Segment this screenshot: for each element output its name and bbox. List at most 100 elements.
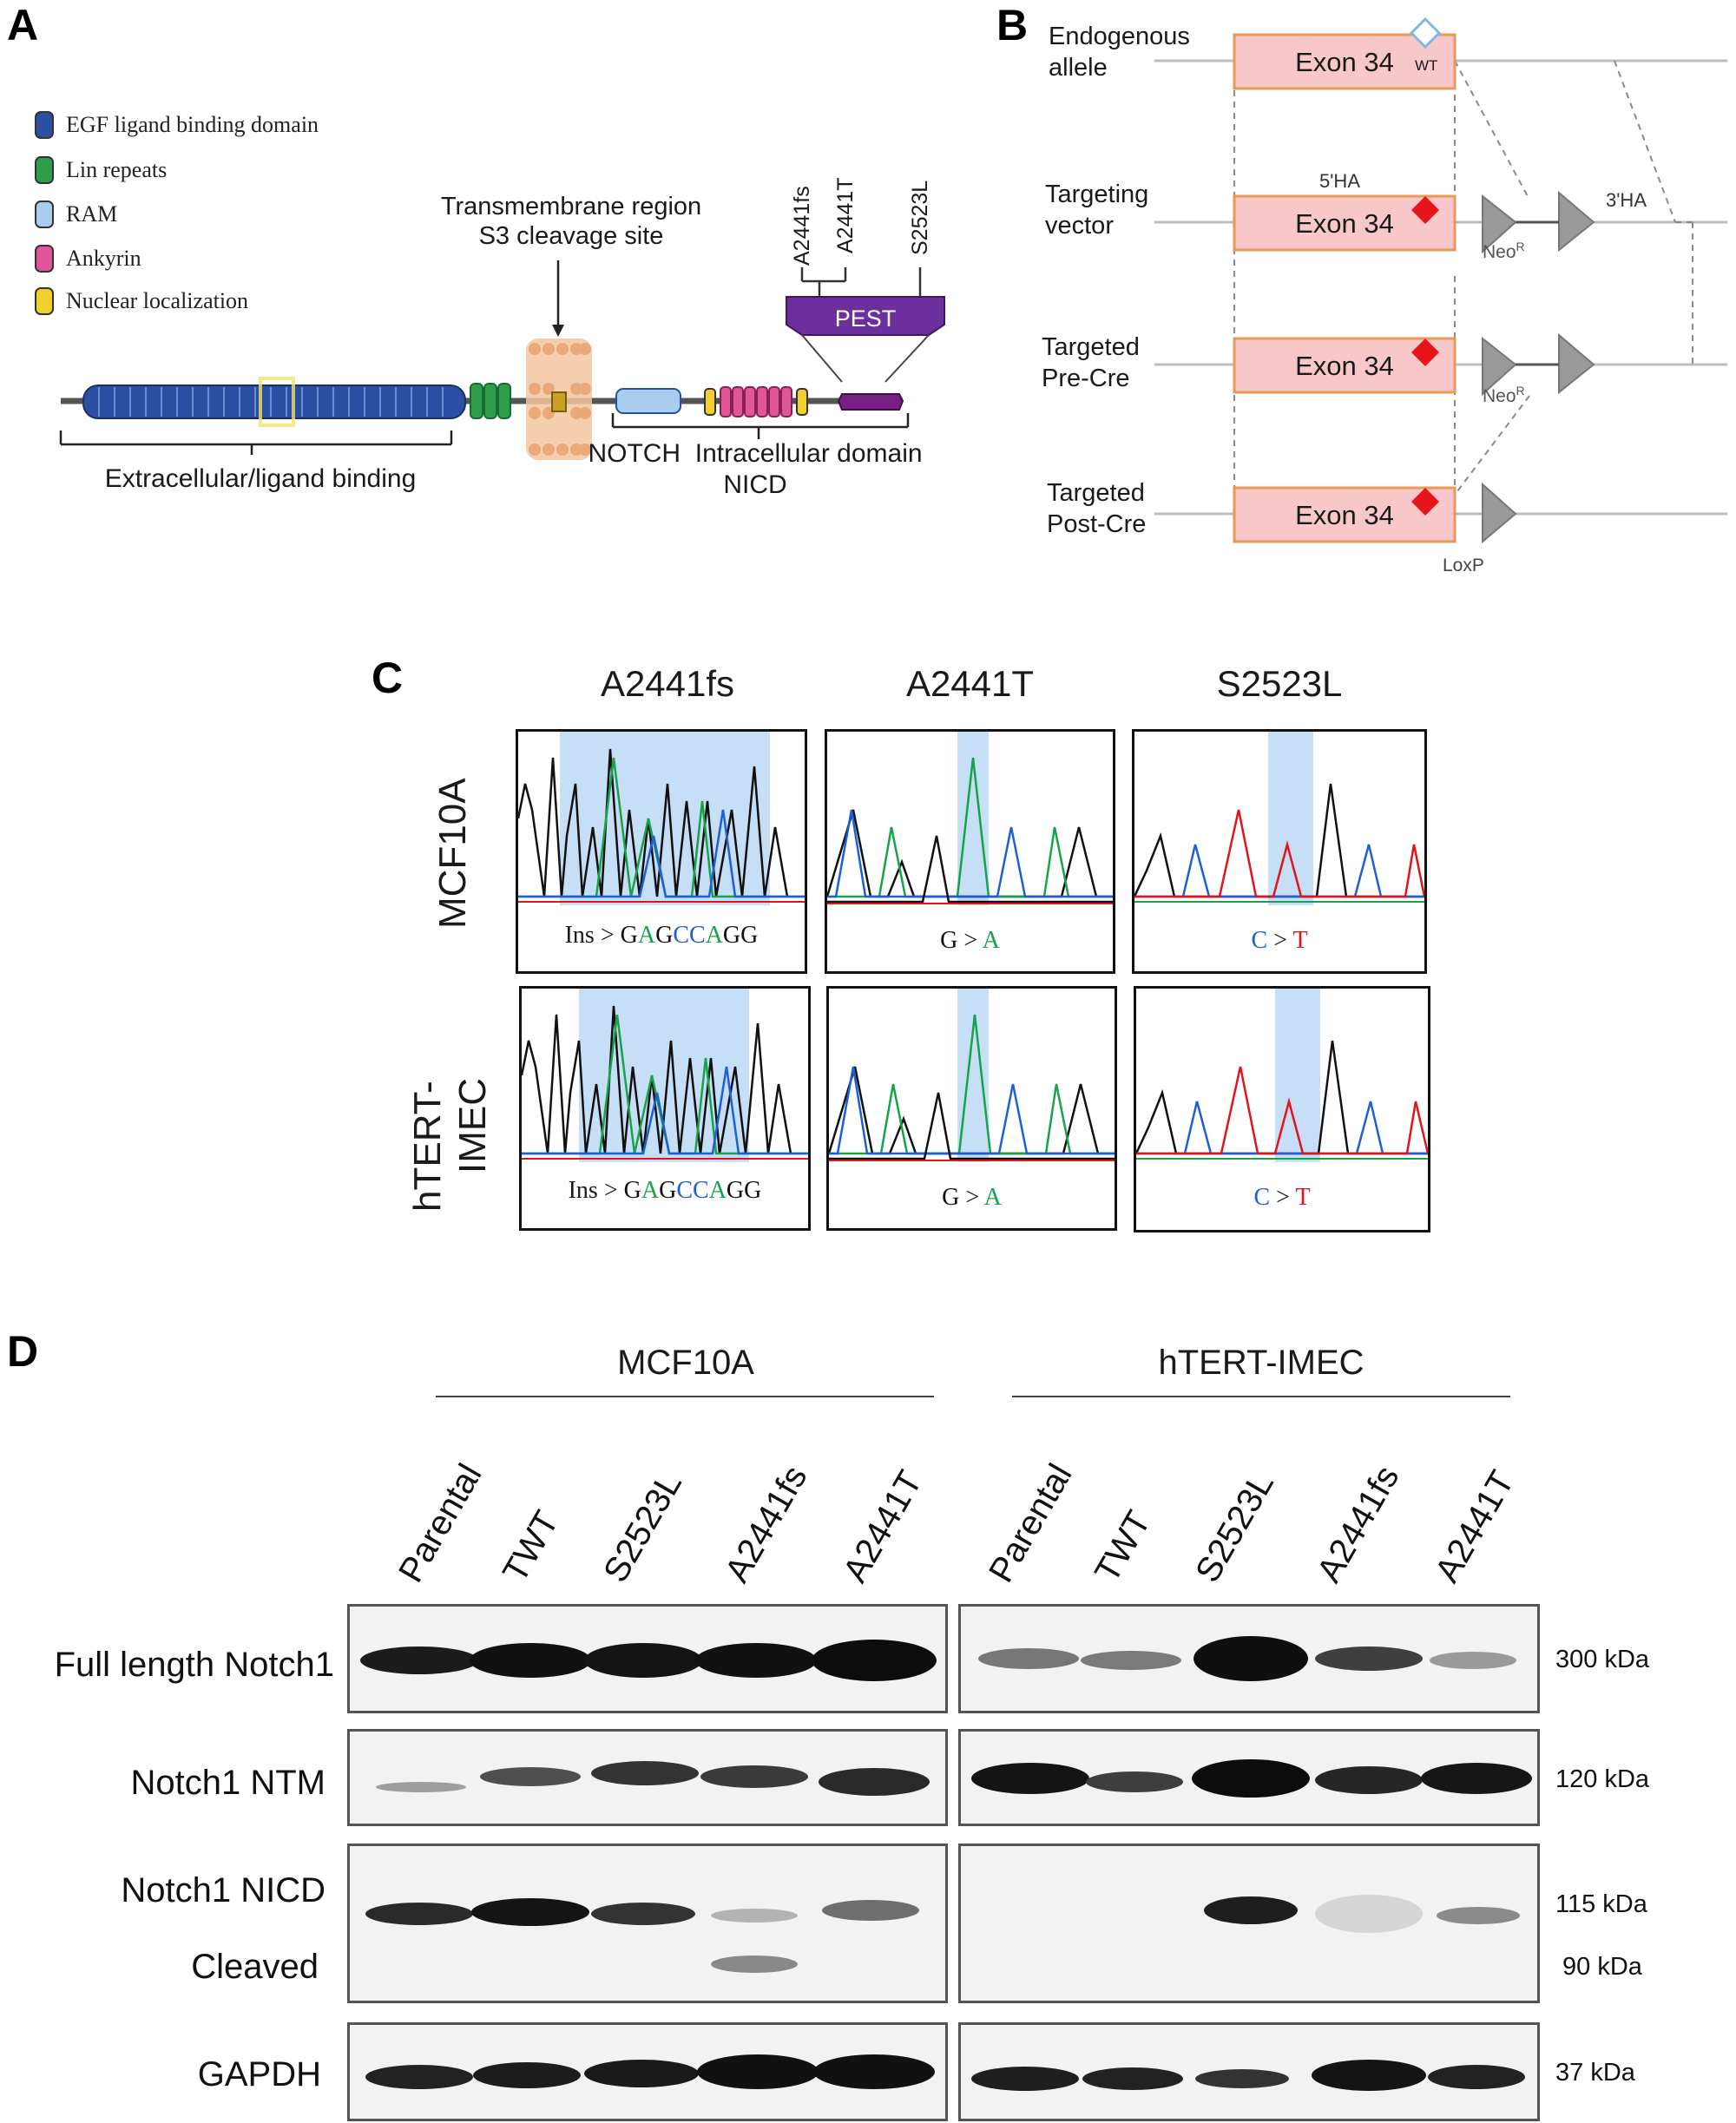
bands: [365, 1898, 919, 1973]
bands: [365, 2054, 935, 2089]
chromatogram-mcf10a-a2441t: [825, 729, 1115, 974]
nicd-label-line2: NICD: [723, 470, 787, 499]
caption-htert-s2523l: C > T: [1134, 1184, 1430, 1212]
blot-gapdh-mcf10a: [347, 2022, 948, 2121]
row-label-precre-1: Targeted: [1042, 333, 1140, 361]
loxp-triangles: [1482, 190, 1595, 544]
lane-label-s2523l: S2523L: [1188, 1466, 1282, 1589]
nls-swatch-icon: [35, 287, 54, 315]
kda-nicd: 115 kDa: [1555, 1890, 1647, 1918]
ha5-label: 5'HA: [1319, 170, 1360, 192]
trace: [1134, 989, 1430, 1162]
group-label-mcf10a: MCF10A: [617, 1344, 754, 1382]
blot-full-length-mcf10a: [347, 1604, 948, 1713]
caption-sep: >: [1270, 1184, 1296, 1211]
row-label-postcre-1: Targeted: [1047, 479, 1145, 507]
caption-mcf10a-a2441fs: Ins > GAGCCAGG: [516, 922, 807, 950]
chromatogram-htert-a2441fs: [519, 986, 811, 1231]
exon-boxes: [1233, 33, 1457, 543]
lane-label-a2441t: A2441T: [1428, 1464, 1522, 1589]
legend-item-lin: Lin repeats: [35, 156, 167, 184]
chromatogram-htert-s2523l: [1134, 986, 1430, 1232]
trace: [1133, 732, 1426, 905]
blot-gapdh-htert: [958, 2022, 1540, 2121]
neo-text: Neo: [1483, 386, 1516, 406]
tm-label-line2: S3 cleavage site: [478, 222, 664, 250]
base-letter: C: [673, 922, 689, 949]
mutant-diamond-icon: [1411, 488, 1439, 516]
legend-label-lin: Lin repeats: [66, 157, 168, 182]
neo-text: Neo: [1483, 242, 1516, 262]
row-label-ntm: Notch1 NTM: [130, 1764, 326, 1802]
lane-label-s2523l: S2523L: [596, 1466, 690, 1589]
blot-full-length-htert: [958, 1604, 1540, 1713]
bands: [360, 1640, 937, 1681]
legend-item-nls: Nuclear localization: [35, 287, 248, 315]
row-label-targeting-1: Targeting: [1045, 181, 1149, 208]
exon-label: Exon 34: [1295, 351, 1394, 381]
kda-full-length: 300 kDa: [1555, 1646, 1650, 1673]
bands: [971, 1759, 1532, 1798]
pest-label: PEST: [834, 306, 897, 332]
chromatogram-mcf10a-a2441fs: [516, 729, 807, 974]
caption-htert-a2441fs: Ins > GAGCCAGG: [519, 1177, 811, 1205]
caption-prefix: Ins >: [568, 1177, 624, 1204]
row-label-htert-2: IMEC: [451, 1078, 494, 1173]
base-letter: G: [620, 922, 638, 949]
lane-label-a2441fs: A2441fs: [718, 1459, 815, 1589]
caption-prefix: Ins >: [564, 922, 621, 949]
alt-base: T: [1295, 1184, 1311, 1211]
alt-base: A: [983, 1184, 1002, 1211]
tm-label-line1: Transmembrane region: [440, 193, 702, 220]
blot-nicd-mcf10a: [347, 1844, 948, 2003]
legend-label-nls: Nuclear localization: [66, 288, 249, 313]
base-letter: G: [623, 1177, 641, 1204]
panel-c-letter: C: [372, 654, 404, 702]
trace: [825, 732, 1113, 905]
ram-swatch-icon: [35, 200, 54, 228]
chromatogram-mcf10a-s2523l: [1132, 729, 1427, 974]
notch1-domain-diagram: [59, 260, 945, 460]
membrane-icon: [526, 338, 592, 460]
ankyrin-repeats: [720, 386, 792, 417]
row-label-postcre-2: Post-Cre: [1047, 510, 1147, 538]
ref-base: C: [1251, 927, 1268, 954]
ram-domain: [615, 388, 681, 414]
column-title-s2523l: S2523L: [1216, 663, 1343, 704]
loxp-label: LoxP: [1443, 555, 1484, 575]
alt-base: A: [982, 927, 1000, 954]
bands: [1204, 1895, 1520, 1933]
base-letter: C: [693, 1177, 709, 1204]
wt-diamond-icon: [1409, 17, 1442, 49]
neo-label: NeoR: [1483, 240, 1525, 263]
base-letter: C: [676, 1177, 693, 1204]
lin-repeats: [470, 383, 511, 419]
blot-nicd-htert: [958, 1844, 1540, 2003]
nls-right: [796, 388, 808, 416]
panel-a-letter: A: [7, 1, 39, 49]
base-letter: G: [740, 922, 759, 949]
lane-label-parental: Parental: [982, 1457, 1080, 1589]
ankyrin-swatch-icon: [35, 245, 54, 273]
row-label-htert-1: hTERT-: [406, 1081, 449, 1212]
base-letter: A: [637, 922, 656, 949]
legend-label-ram: RAM: [66, 201, 118, 227]
exon-label: Exon 34: [1295, 208, 1394, 239]
legend-label-ankyrin: Ankyrin: [66, 246, 141, 271]
ref-base: G: [942, 1184, 960, 1211]
legend-label-egf: EGF ligand binding domain: [66, 112, 319, 137]
trace: [516, 732, 805, 905]
bands: [376, 1761, 930, 1796]
egf-repeats: [82, 377, 466, 427]
bands: [978, 1636, 1516, 1681]
mutation-label-a2441t: A2441T: [833, 177, 858, 253]
trace: [827, 989, 1115, 1162]
caption-htert-a2441t: G > A: [826, 1184, 1117, 1212]
chromatogram-htert-a2441t: [826, 986, 1117, 1231]
base-letter: G: [659, 1177, 677, 1204]
kda-ntm: 120 kDa: [1555, 1765, 1650, 1793]
base-letter: C: [689, 922, 706, 949]
wt-label: WT: [1415, 57, 1438, 74]
egf-swatch-icon: [35, 111, 54, 139]
kda-gapdh: 37 kDa: [1555, 2059, 1635, 2087]
